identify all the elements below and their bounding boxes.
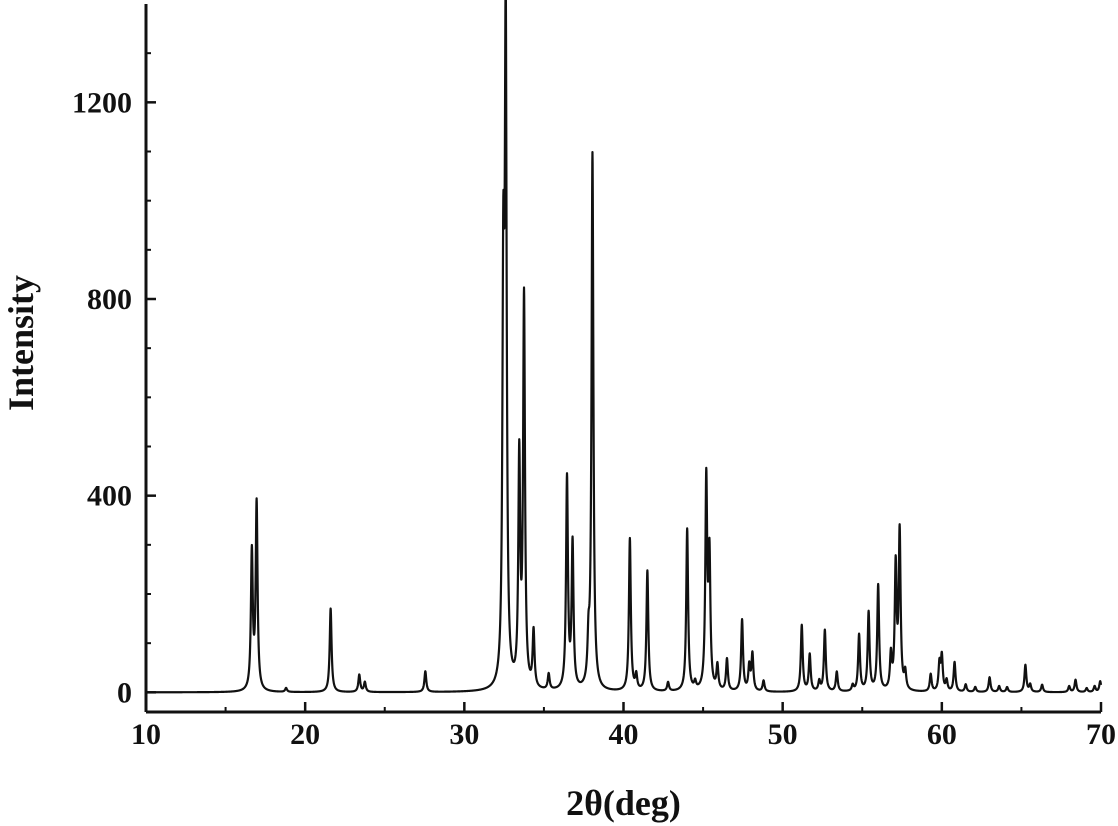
x-tick-label: 50 (768, 718, 798, 751)
x-tick-label: 40 (609, 718, 639, 751)
y-tick-label: 800 (87, 283, 132, 316)
plot-area: 10 20 30 40 50 60 70 0 400 800 1200 (72, 0, 1116, 751)
series-line (145, 0, 1103, 694)
x-ticks: 10 20 30 40 50 60 70 (131, 702, 1116, 751)
y-tick-label: 0 (117, 676, 132, 709)
x-tick-label: 30 (449, 718, 479, 751)
y-ticks: 0 400 800 1200 (72, 52, 156, 709)
x-axis-title: 2θ(deg) (566, 783, 681, 823)
y-axis-title: Intensity (1, 275, 41, 411)
x-tick-label: 60 (927, 718, 957, 751)
x-tick-label: 70 (1086, 718, 1116, 751)
x-tick-label: 20 (290, 718, 320, 751)
x-tick-label: 10 (131, 718, 161, 751)
y-tick-label: 400 (87, 480, 132, 513)
y-tick-label: 1200 (72, 86, 132, 119)
